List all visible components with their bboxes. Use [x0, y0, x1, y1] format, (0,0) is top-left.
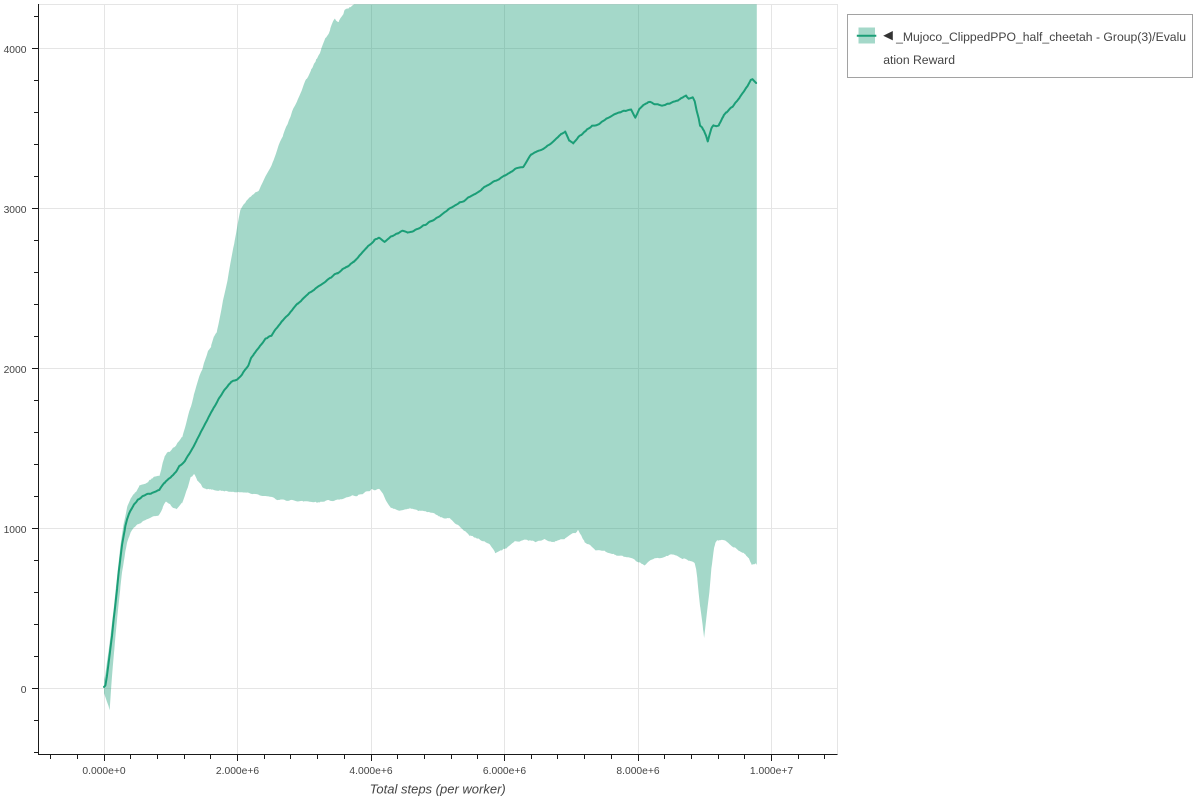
svg-text:_Mujoco_ClippedPPO_half_cheeta: _Mujoco_ClippedPPO_half_cheetah - Group(… [895, 30, 1186, 44]
svg-text:0: 0 [21, 685, 27, 696]
svg-text:1.000e+7: 1.000e+7 [750, 766, 794, 777]
svg-text:4.000e+6: 4.000e+6 [349, 766, 393, 777]
svg-text:0.000e+0: 0.000e+0 [82, 766, 126, 777]
svg-text:ation Reward: ation Reward [883, 53, 955, 67]
svg-text:3000: 3000 [4, 205, 27, 216]
svg-text:8.000e+6: 8.000e+6 [616, 766, 660, 777]
svg-text:4000: 4000 [4, 45, 27, 56]
svg-text:2000: 2000 [4, 365, 27, 376]
svg-text:6.000e+6: 6.000e+6 [483, 766, 527, 777]
svg-text:1000: 1000 [4, 525, 27, 536]
svg-text:2.000e+6: 2.000e+6 [216, 766, 260, 777]
svg-text:Total steps (per worker): Total steps (per worker) [370, 782, 506, 797]
